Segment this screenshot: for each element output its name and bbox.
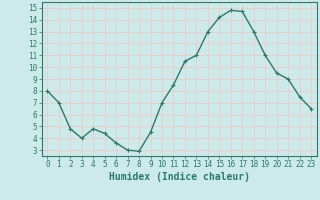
X-axis label: Humidex (Indice chaleur): Humidex (Indice chaleur) [109,172,250,182]
